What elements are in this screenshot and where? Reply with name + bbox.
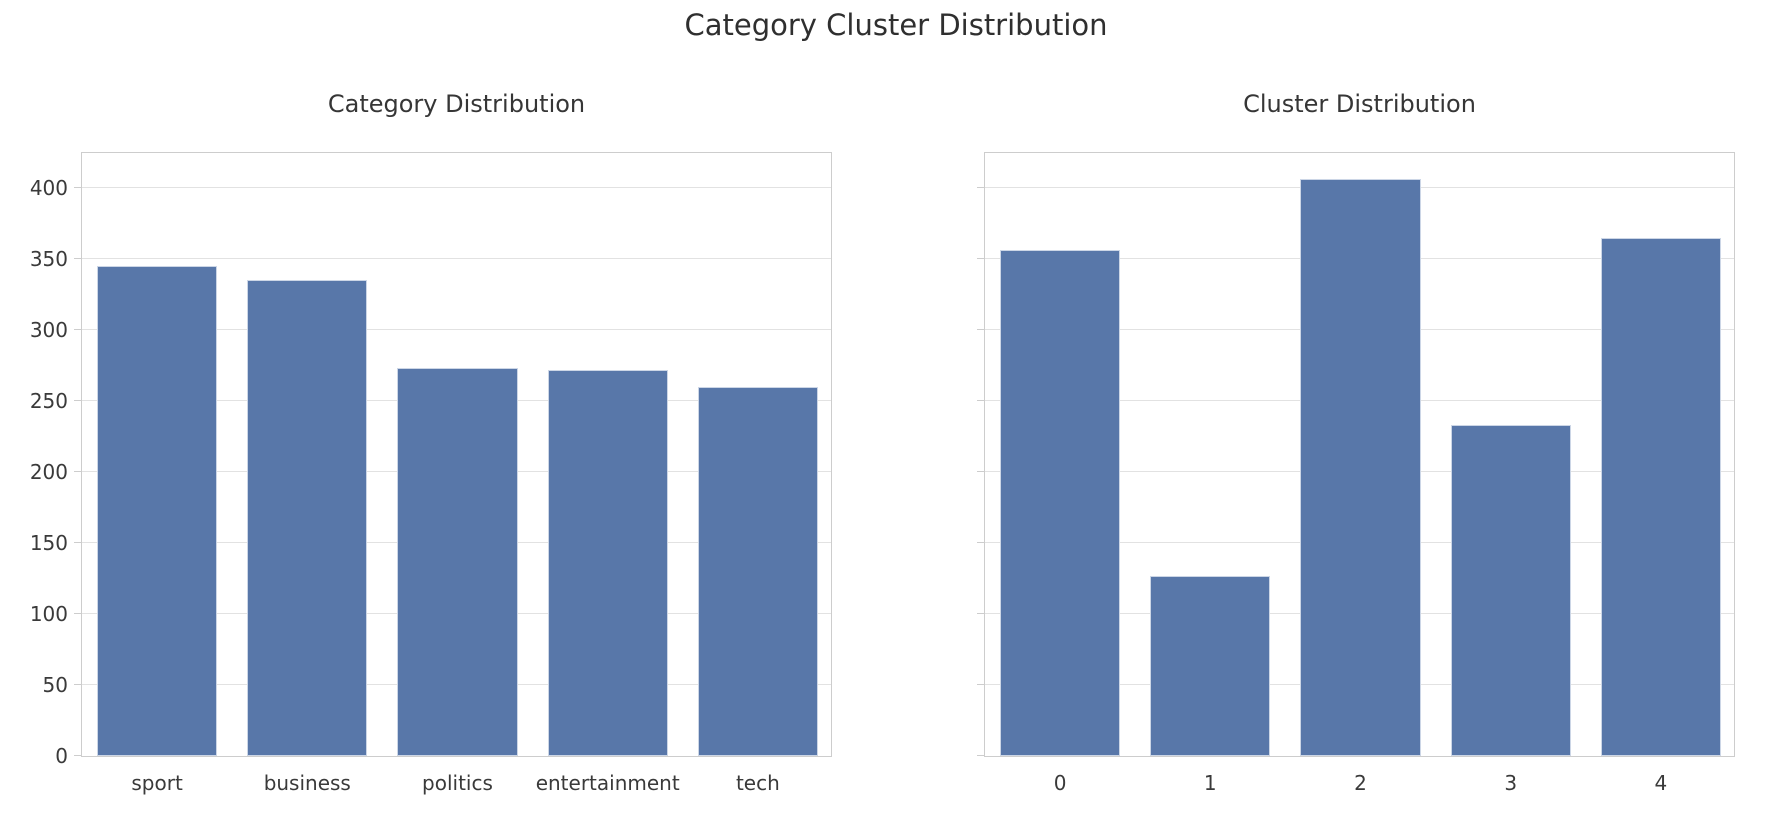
y-tick-label-150: 150: [29, 531, 68, 555]
y-tick-mark: [977, 471, 985, 472]
gridline-y-300: [82, 329, 831, 330]
y-tick-mark: [74, 613, 82, 614]
y-tick-label-350: 350: [29, 247, 68, 271]
y-tick-label-400: 400: [29, 176, 68, 200]
bar-business: [247, 280, 368, 756]
y-tick-mark: [74, 258, 82, 259]
y-tick-label-250: 250: [29, 389, 68, 413]
category-distribution-chart: Category Distribution 0 50 100 150 200 250 300…: [30, 0, 832, 820]
y-tick-label-0: 0: [55, 744, 68, 768]
category-plot-area: 0 50 100 150 200 250 300 350 400 sport business pol…: [30, 152, 832, 795]
bar-3: [1450, 425, 1571, 756]
bar-2: [1300, 179, 1421, 756]
figure-title: Category Cluster Distribution: [684, 8, 1108, 42]
bar-entertainment: [547, 370, 668, 756]
y-tick-mark: [74, 329, 82, 330]
bar-politics: [397, 368, 518, 756]
y-tick-mark: [977, 613, 985, 614]
y-tick-mark: [977, 329, 985, 330]
y-tick-mark: [977, 684, 985, 685]
y-tick-mark: [977, 542, 985, 543]
y-tick-label-300: 300: [29, 318, 68, 342]
bar-1: [1150, 576, 1271, 756]
x-tick-label-entertainment: entertainment: [535, 771, 680, 795]
cluster-plot-area: 0 1 2 3 4: [977, 152, 1735, 795]
bar-tech: [697, 387, 818, 756]
x-tick-label-business: business: [263, 771, 351, 795]
y-tick-mark: [74, 542, 82, 543]
y-tick-mark: [74, 471, 82, 472]
category-chart-title: Category Distribution: [327, 90, 586, 118]
x-tick-label-tech: tech: [735, 771, 780, 795]
y-tick-label-200: 200: [29, 460, 68, 484]
bar-0: [1000, 250, 1121, 756]
y-tick-mark: [74, 755, 82, 756]
y-tick-mark: [74, 400, 82, 401]
y-tick-mark: [977, 258, 985, 259]
x-tick-label-4: 4: [1654, 771, 1668, 795]
cluster-distribution-chart: Cluster Distribution 0 1 2 3 4: [977, 0, 1735, 820]
cluster-chart-title: Cluster Distribution: [1243, 90, 1476, 118]
x-tick-label-0: 0: [1053, 771, 1067, 795]
y-tick-mark: [74, 187, 82, 188]
x-tick-label-3: 3: [1504, 771, 1518, 795]
bar-sport: [97, 266, 218, 756]
y-tick-mark: [977, 400, 985, 401]
y-tick-mark: [977, 187, 985, 188]
x-tick-label-1: 1: [1203, 771, 1217, 795]
y-tick-label-50: 50: [42, 673, 68, 697]
y-tick-mark: [74, 684, 82, 685]
gridline-y-400: [82, 187, 831, 188]
gridline-y-350: [82, 258, 831, 259]
x-tick-label-2: 2: [1354, 771, 1367, 795]
y-tick-mark: [977, 755, 985, 756]
bar-4: [1600, 238, 1721, 756]
y-tick-label-100: 100: [29, 602, 68, 626]
x-tick-label-politics: politics: [422, 771, 493, 795]
x-tick-label-sport: sport: [131, 771, 183, 795]
